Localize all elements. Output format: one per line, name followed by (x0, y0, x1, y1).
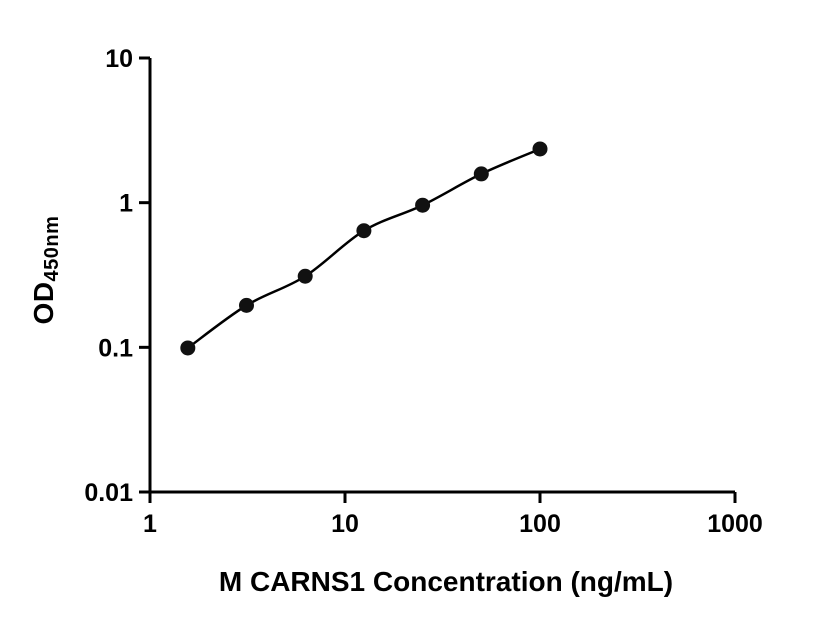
y-tick-label: 0.01 (84, 479, 133, 507)
data-point (473, 166, 489, 182)
y-tick-label: 1 (119, 190, 133, 218)
standard-curve-line (187, 147, 541, 349)
x-tick-label: 100 (519, 510, 561, 538)
data-point (356, 223, 372, 239)
axis-lines (148, 58, 735, 494)
x-axis-title: M CARNS1 Concentration (ng/mL) (218, 566, 674, 597)
x-tick-label: 10 (331, 510, 359, 538)
data-point (532, 141, 548, 157)
data-point (238, 297, 254, 313)
data-point (415, 197, 431, 213)
data-point (180, 340, 196, 356)
x-tick-label: 1 (143, 510, 157, 538)
x-tick-label: 1000 (707, 510, 763, 538)
y-tick-label: 0.1 (98, 334, 133, 362)
data-point (297, 268, 313, 284)
y-tick-label: 10 (105, 45, 133, 73)
